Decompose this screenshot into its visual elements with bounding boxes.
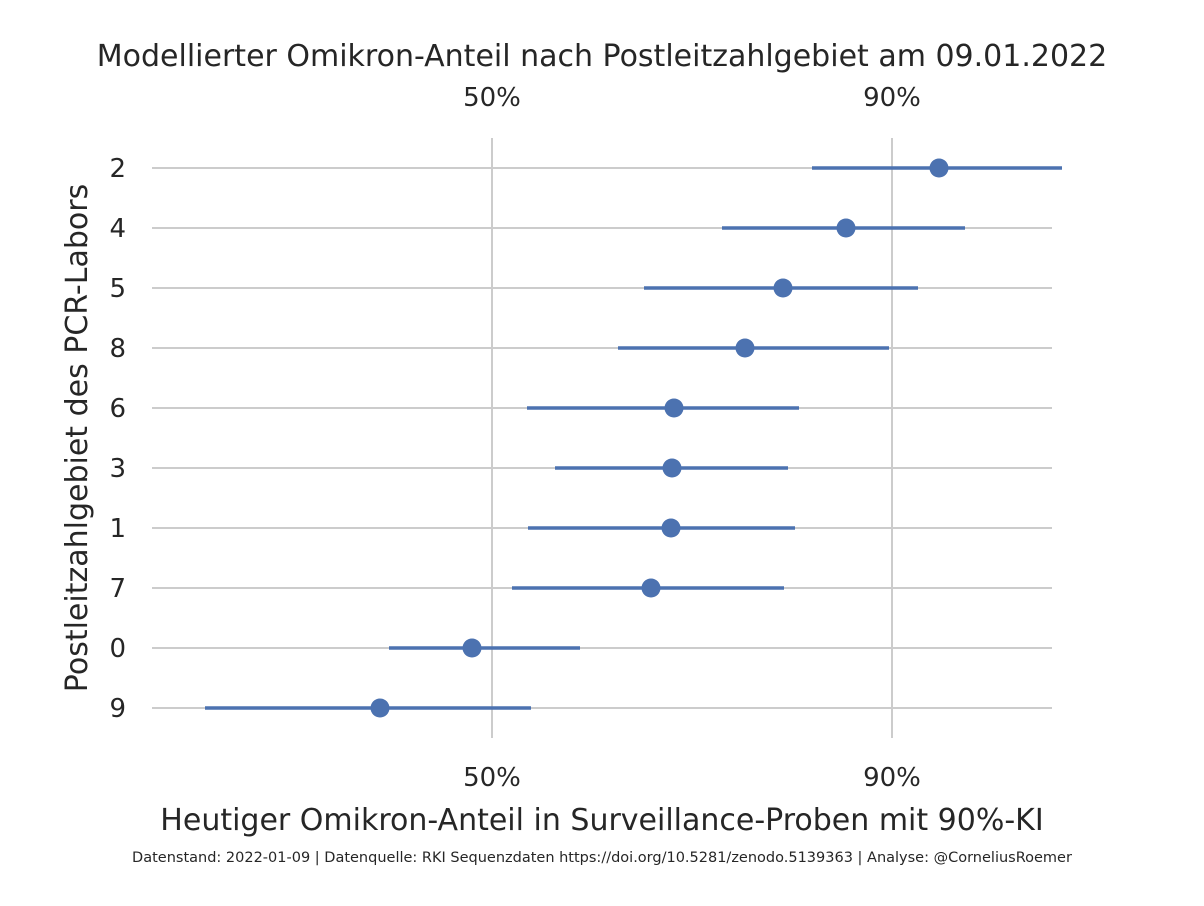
- x-axis-label: Heutiger Omikron-Anteil in Surveillance-…: [160, 803, 1043, 838]
- bottom-axis-ticks: 50% 90%: [463, 763, 921, 793]
- y-tick-label: 3: [109, 454, 126, 484]
- top-axis-ticks: 50% 90%: [463, 83, 921, 113]
- y-axis-ticks: 2 4 5 8 6 3 1 7 0 9: [109, 154, 126, 724]
- horizontal-gridlines: [152, 167, 1052, 709]
- bottom-x-tick-label: 50%: [463, 763, 521, 793]
- error-bars: [205, 166, 1062, 710]
- data-point: [735, 338, 755, 358]
- top-x-tick-label: 50%: [463, 83, 521, 113]
- data-point: [836, 218, 856, 238]
- data-point: [462, 638, 482, 658]
- y-tick-label: 4: [109, 214, 126, 244]
- data-point: [773, 278, 793, 298]
- y-tick-label: 7: [109, 574, 126, 604]
- footer-note: Datenstand: 2022-01-09 | Datenquelle: RK…: [132, 850, 1072, 866]
- chart-title: Modellierter Omikron-Anteil nach Postlei…: [97, 39, 1107, 74]
- y-tick-label: 9: [109, 694, 126, 724]
- y-tick-label: 0: [109, 634, 126, 664]
- data-point: [664, 398, 684, 418]
- data-points: [370, 158, 949, 718]
- y-tick-label: 2: [109, 154, 126, 184]
- bottom-x-tick-label: 90%: [863, 763, 921, 793]
- y-tick-label: 8: [109, 334, 126, 364]
- y-tick-label: 1: [109, 514, 126, 544]
- y-tick-label: 6: [109, 394, 126, 424]
- y-tick-label: 5: [109, 274, 126, 304]
- data-point: [929, 158, 949, 178]
- data-point: [662, 458, 682, 478]
- data-point: [370, 698, 390, 718]
- data-point: [641, 578, 661, 598]
- vertical-gridlines: [491, 138, 893, 738]
- y-axis-label: Postleitzahlgebiet des PCR-Labors: [60, 184, 95, 692]
- top-x-tick-label: 90%: [863, 83, 921, 113]
- data-point: [661, 518, 681, 538]
